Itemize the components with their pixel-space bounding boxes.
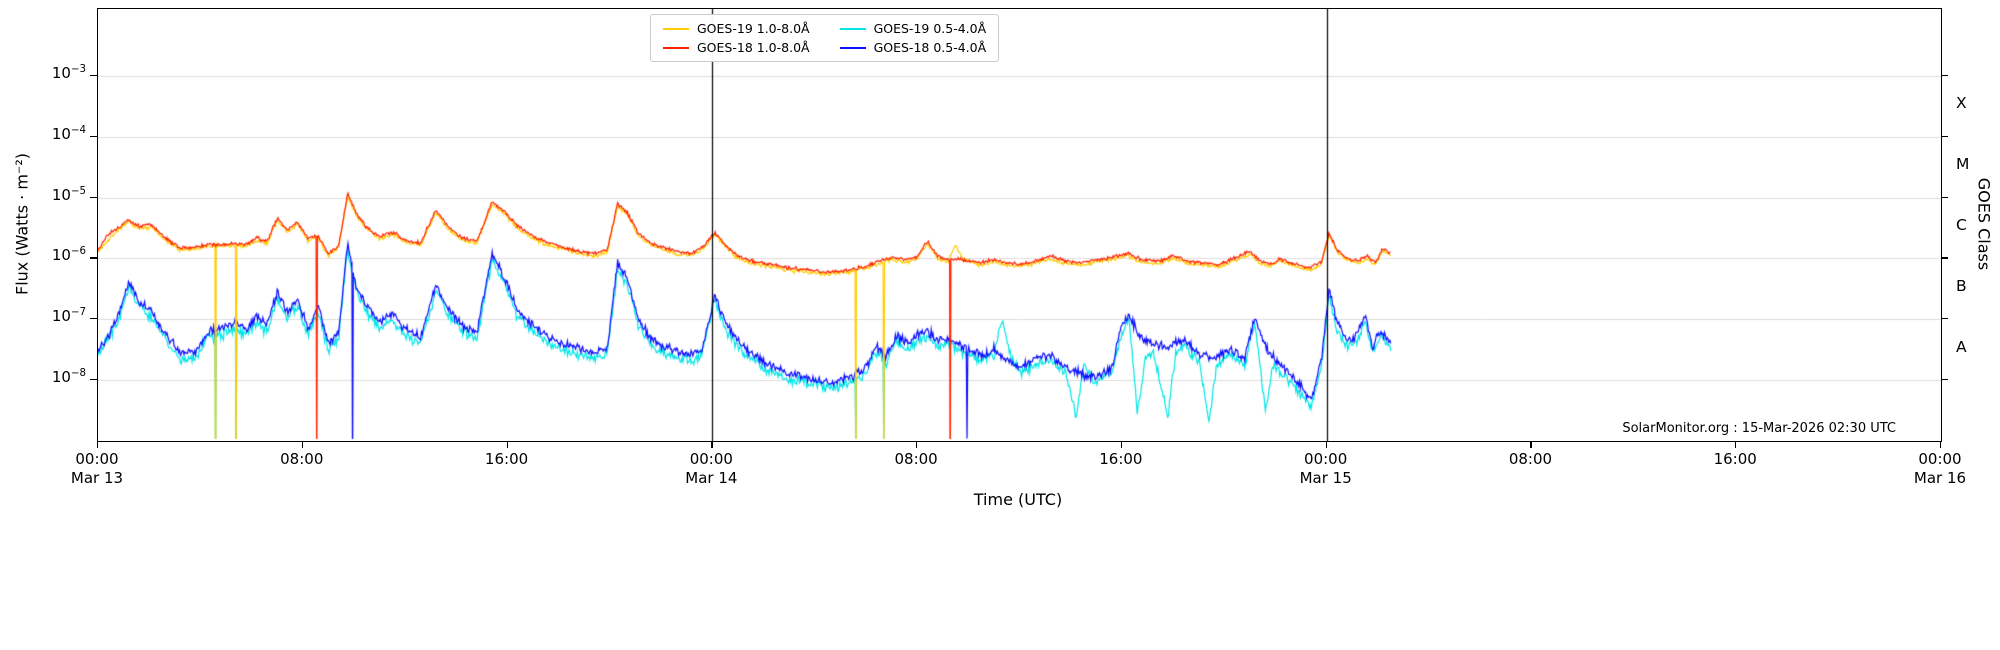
legend-swatch-goes19-long — [663, 27, 689, 30]
legend-item-goes18-long: GOES-18 1.0-8.0Å — [663, 40, 810, 55]
legend-swatch-goes19-short — [839, 27, 866, 30]
x-tick-mark — [1530, 441, 1532, 448]
goes-class-letter-x: X — [1956, 94, 1967, 113]
x-tick-mark — [1735, 441, 1737, 448]
y-tick-mark — [90, 196, 97, 198]
legend-swatch-goes18-long — [663, 46, 689, 49]
y-tick-label: 10−3 — [51, 63, 86, 82]
y-tick-label: 10−4 — [51, 124, 86, 143]
x-tick-date-label: Mar 14 — [685, 469, 738, 487]
x-tick-date-label: Mar 13 — [70, 469, 124, 487]
x-tick-date-label: Mar 16 — [1913, 469, 1967, 487]
goes-class-letter-c: C — [1956, 216, 1967, 235]
x-tick-time-label: 00:00 — [689, 450, 733, 468]
x-tick-time-label: 16:00 — [484, 450, 529, 468]
goes-class-letter-m: M — [1956, 155, 1970, 174]
x-tick-date-label: Mar 15 — [1299, 469, 1352, 487]
x-tick-time-label: 08:00 — [1508, 450, 1553, 468]
legend-label: GOES-18 1.0-8.0Å — [697, 40, 810, 55]
y-tick-mark — [90, 257, 97, 259]
chart-canvas — [98, 9, 1941, 441]
legend-item-goes18-short: GOES-18 0.5-4.0Å — [839, 40, 987, 55]
y-tick-mark — [90, 74, 97, 77]
x-tick-mark — [301, 441, 303, 448]
watermark-credit: SolarMonitor.org : 15-Mar-2026 02:30 UTC — [1622, 421, 1896, 436]
x-tick-time-label: 00:00 — [75, 450, 119, 468]
x-tick-mark — [1120, 441, 1123, 448]
y-tick-mark — [90, 135, 97, 137]
y-tick-mark — [90, 379, 97, 381]
goes-class-letter-a: A — [1956, 337, 1967, 356]
x-tick-time-label: 16:00 — [1099, 450, 1143, 468]
y-tick-mark — [90, 318, 97, 320]
y-tick-mark-right — [1941, 74, 1948, 77]
x-axis-label: Time (UTC) — [973, 490, 1063, 509]
y-tick-mark-right — [1941, 379, 1948, 381]
x-tick-time-label: 08:00 — [894, 450, 938, 468]
y-tick-label: 10−7 — [51, 307, 86, 326]
y-tick-mark-right — [1941, 318, 1948, 320]
y-tick-label: 10−8 — [51, 368, 86, 387]
plot-area: GOES-19 1.0-8.0Å GOES-18 1.0-8.0Å GOES-1… — [97, 8, 1942, 442]
goes-class-letter-b: B — [1956, 276, 1967, 295]
x-tick-mark — [1940, 441, 1942, 448]
y-tick-label: 10−5 — [51, 185, 86, 204]
legend-swatch-goes18-short — [839, 46, 866, 49]
x-tick-mark — [711, 441, 713, 448]
x-tick-time-label: 00:00 — [1304, 450, 1348, 468]
legend-label: GOES-18 0.5-4.0Å — [873, 40, 987, 55]
legend-item-goes19-long: GOES-19 1.0-8.0Å — [663, 21, 810, 36]
x-tick-mark — [916, 441, 918, 448]
y-tick-mark-right — [1941, 196, 1948, 198]
y-tick-label: 10−6 — [51, 246, 86, 265]
y-axis-label: Flux (Watts · m⁻²) — [12, 152, 32, 296]
x-tick-time-label: 08:00 — [280, 450, 324, 468]
legend-label: GOES-19 1.0-8.0Å — [697, 21, 810, 36]
y-tick-mark-right — [1941, 135, 1948, 137]
x-tick-mark — [97, 441, 99, 448]
x-tick-mark — [1325, 441, 1327, 448]
y-tick-mark-right — [1941, 257, 1948, 259]
right-axis-label: GOES Class — [1974, 177, 1994, 271]
x-tick-time-label: 16:00 — [1713, 450, 1757, 468]
x-tick-time-label: 00:00 — [1918, 450, 1962, 468]
legend-label: GOES-19 0.5-4.0Å — [873, 21, 987, 36]
legend: GOES-19 1.0-8.0Å GOES-18 1.0-8.0Å GOES-1… — [650, 14, 1000, 62]
x-tick-mark — [506, 441, 508, 448]
legend-item-goes19-short: GOES-19 0.5-4.0Å — [839, 21, 987, 36]
